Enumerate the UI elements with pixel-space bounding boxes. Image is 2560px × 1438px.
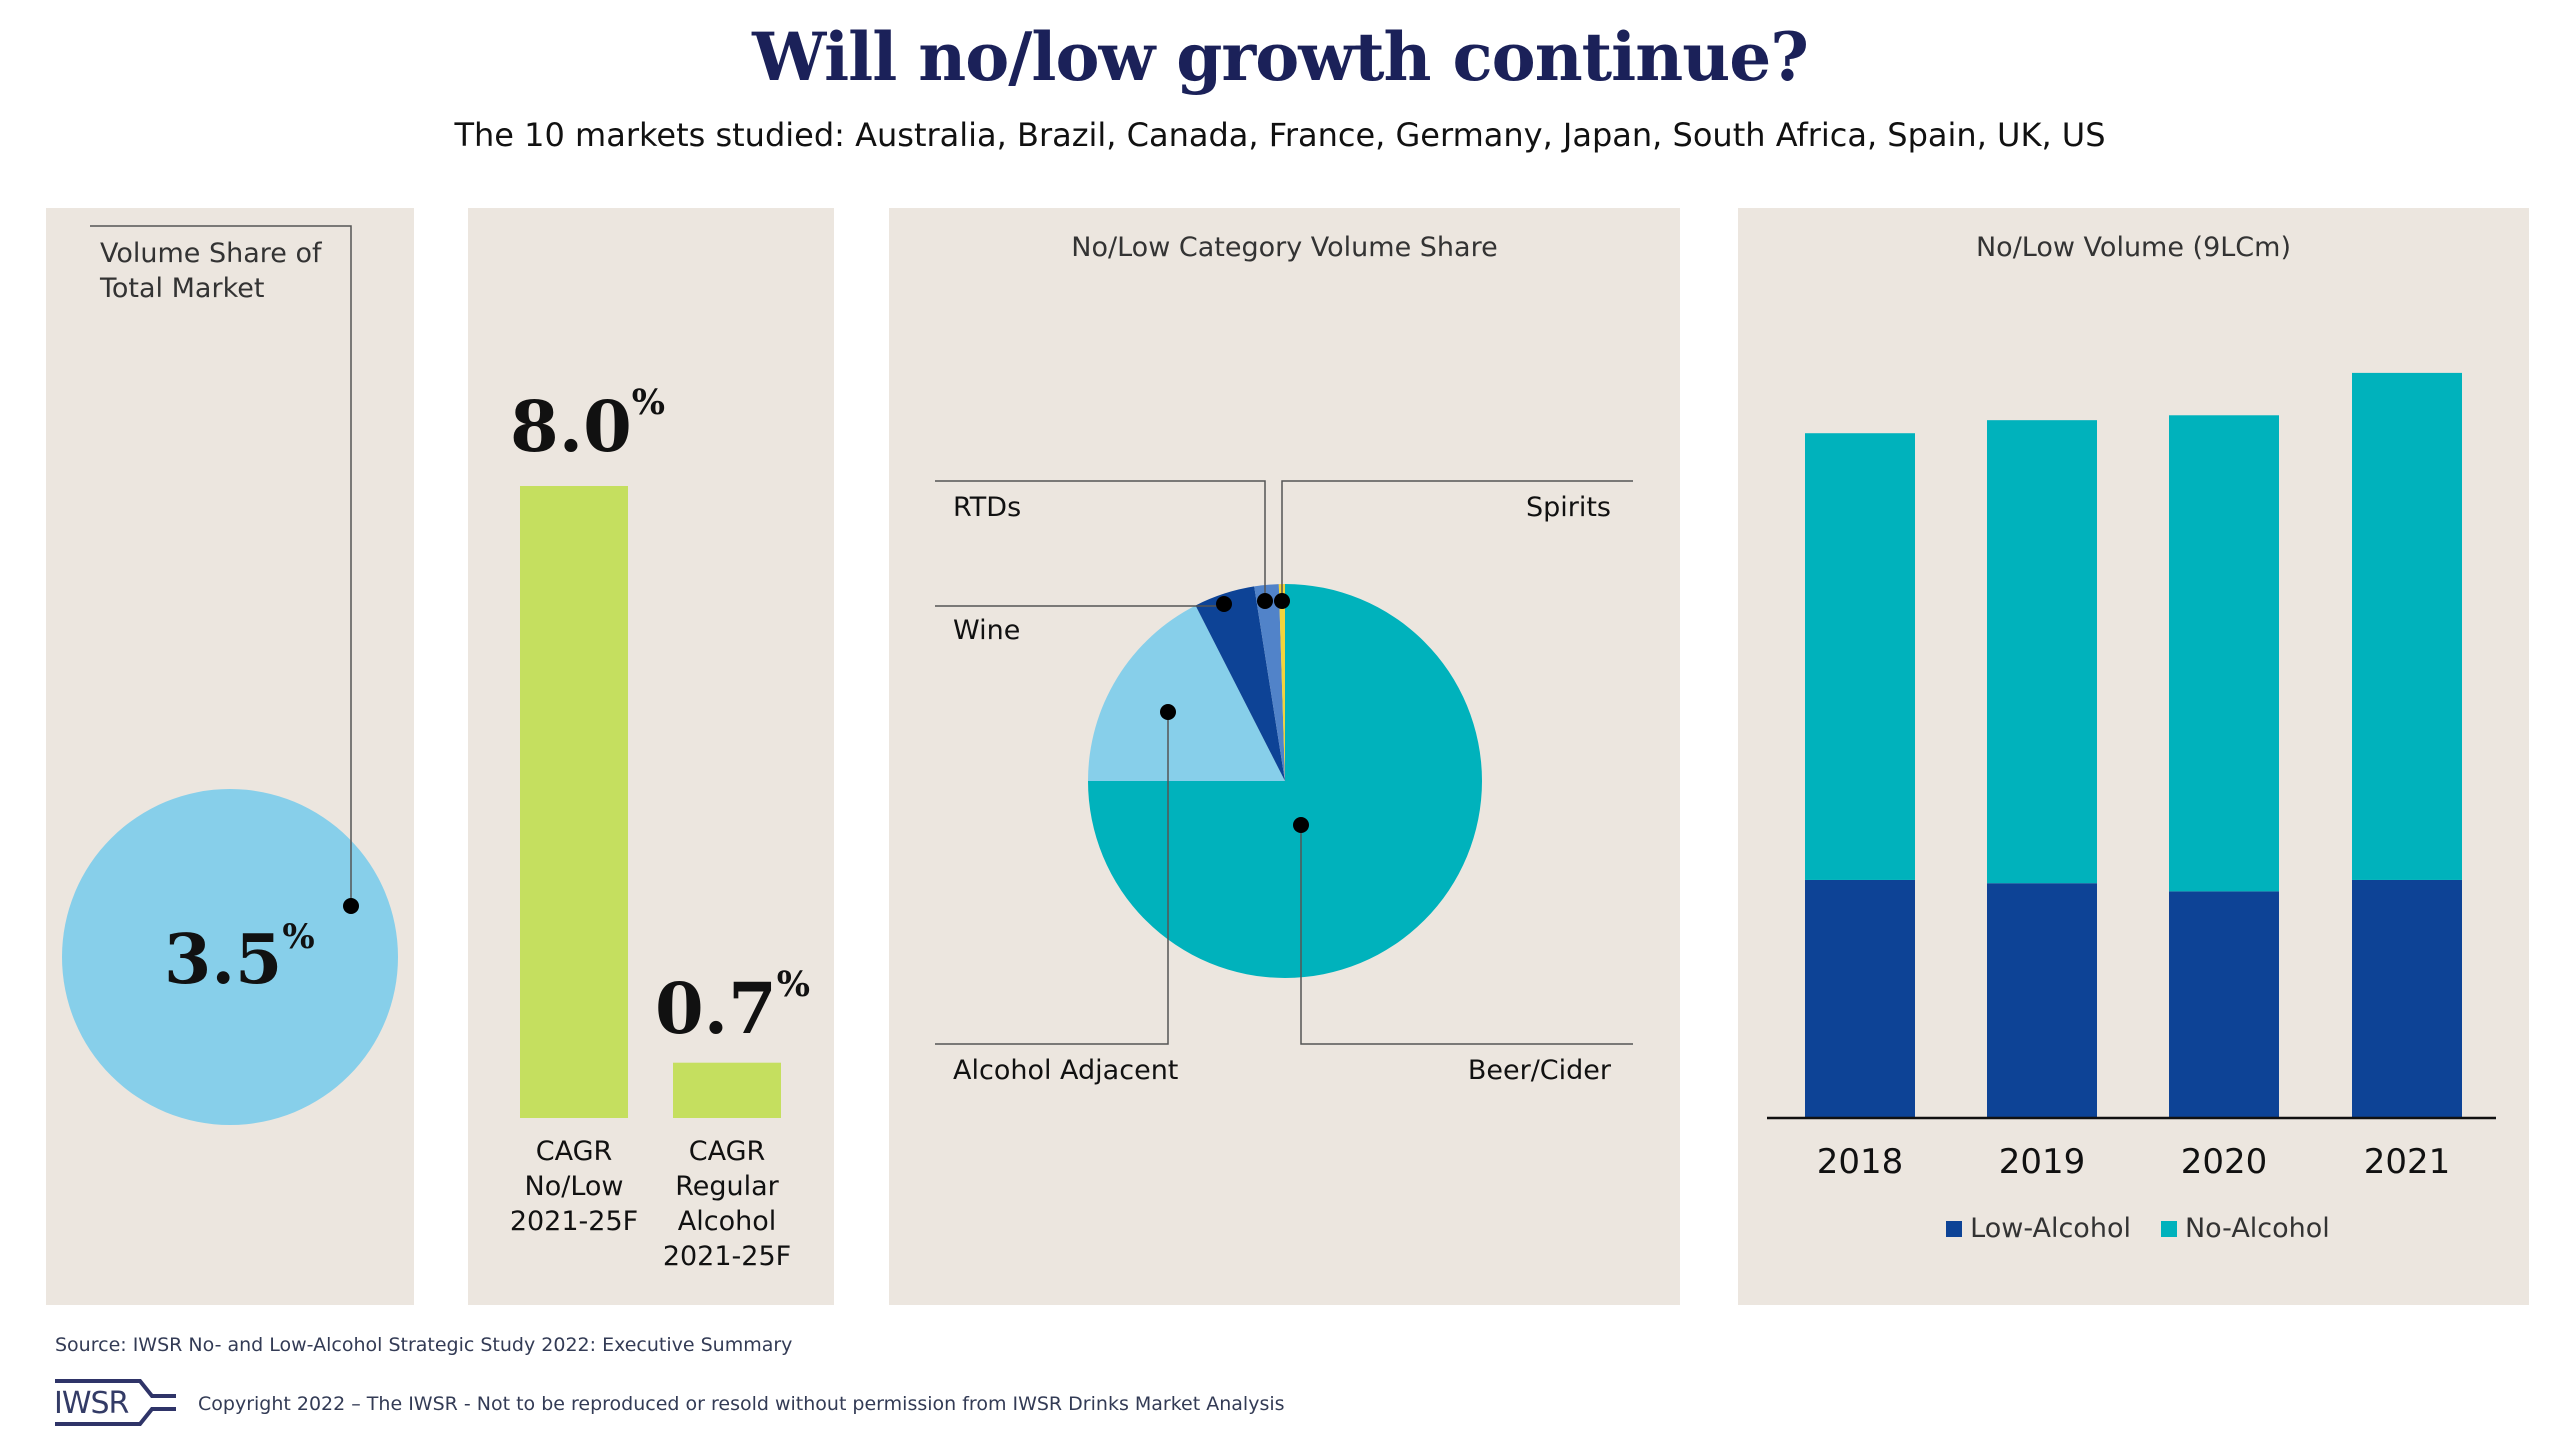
pie-label-alcohol-adjacent: Alcohol Adjacent bbox=[953, 1055, 1179, 1086]
legend-item-low-alcohol: Low-Alcohol bbox=[1946, 1213, 2131, 1244]
legend-item-no-alcohol: No-Alcohol bbox=[2160, 1213, 2330, 1244]
cagr-regular-label-line: CAGR bbox=[688, 1136, 766, 1167]
cagr-regular-label-line: Alcohol bbox=[677, 1206, 777, 1238]
pie-label-spirits: Spirits bbox=[1525, 492, 1611, 523]
cagr-regular-unit: % bbox=[776, 963, 811, 1005]
volume-share-panel bbox=[46, 208, 414, 1305]
pie-label-rtds: RTDs bbox=[953, 492, 1022, 523]
legend-swatch-no-alcohol bbox=[2160, 1220, 2177, 1237]
copyright-note: Copyright 2022 – The IWSR - Not to be re… bbox=[198, 1393, 1285, 1415]
volume-share-unit: % bbox=[282, 916, 315, 957]
chart-legend: Low-Alcohol No-Alcohol bbox=[1938, 1213, 2338, 1244]
category-share-panel bbox=[889, 208, 1680, 1305]
x-tick-label: 2020 bbox=[2180, 1142, 2268, 1182]
cagr-nolow-label: CAGR No/Low 2021-25F bbox=[504, 1134, 644, 1239]
pie-label-wine: Wine bbox=[953, 615, 1021, 646]
cagr-regular-label: CAGR Regular Alcohol 2021-25F bbox=[657, 1134, 797, 1274]
legend-label-no-alcohol: No-Alcohol bbox=[2184, 1213, 2330, 1244]
volume-share-label-line2: Total Market bbox=[100, 273, 265, 305]
cagr-regular-label-line: Regular bbox=[675, 1171, 779, 1203]
x-tick-label: 2021 bbox=[2363, 1142, 2451, 1182]
x-tick-label: 2018 bbox=[1816, 1142, 1904, 1182]
volume-chart-title: No/Low Volume (9LCm) bbox=[1975, 232, 2291, 263]
cagr-regular-label-line: 2021-25F bbox=[662, 1241, 792, 1273]
cagr-nolow-label-line: No/Low bbox=[524, 1171, 624, 1203]
page-title: Will no/low growth continue? bbox=[752, 18, 1809, 96]
cagr-nolow-label-line: 2021-25F bbox=[509, 1206, 639, 1238]
iwsr-logo-text: IWSR bbox=[54, 1386, 129, 1421]
cagr-regular-number: 0.7 bbox=[655, 967, 777, 1050]
volume-share-label: Volume Share of Total Market bbox=[100, 236, 322, 306]
pie-label-beer-cider: Beer/Cider bbox=[1467, 1055, 1611, 1086]
cagr-nolow-label-line: CAGR bbox=[535, 1136, 613, 1167]
cagr-nolow-value: 8.0% bbox=[510, 381, 666, 469]
cagr-regular-value: 0.7% bbox=[655, 963, 811, 1051]
pie-title: No/Low Category Volume Share bbox=[1071, 232, 1498, 263]
cagr-nolow-unit: % bbox=[631, 381, 666, 423]
volume-share-value: 3.5% bbox=[164, 916, 315, 1000]
legend-swatch-low-alcohol bbox=[1946, 1220, 1963, 1237]
volume-chart-panel bbox=[1738, 208, 2529, 1305]
volume-share-number: 3.5 bbox=[164, 920, 283, 1000]
source-note: Source: IWSR No- and Low-Alcohol Strateg… bbox=[55, 1334, 793, 1356]
volume-share-label-line1: Volume Share of bbox=[100, 238, 322, 269]
legend-label-low-alcohol: Low-Alcohol bbox=[1970, 1213, 2131, 1244]
page-subtitle: The 10 markets studied: Australia, Brazi… bbox=[454, 116, 2106, 154]
x-tick-label: 2019 bbox=[1998, 1142, 2086, 1182]
cagr-nolow-number: 8.0 bbox=[510, 385, 632, 468]
